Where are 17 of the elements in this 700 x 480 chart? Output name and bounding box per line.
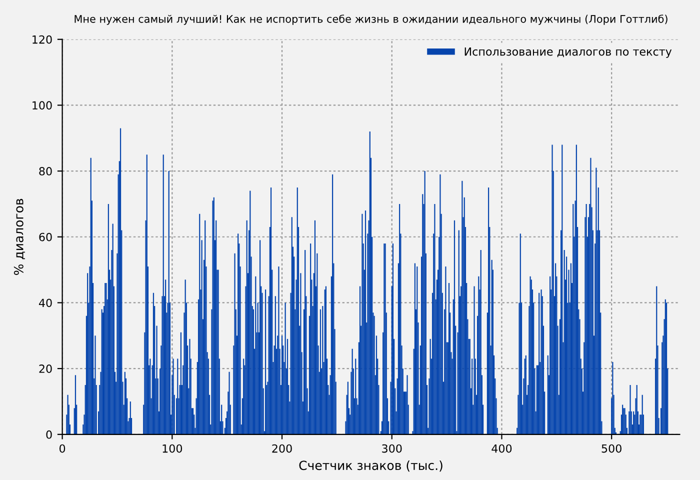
y-tick-label: 100: [32, 101, 52, 110]
legend-label: Использование диалогов по тексту: [464, 47, 672, 58]
y-tick-label: 0: [46, 430, 52, 439]
y-tick-label: 120: [32, 35, 52, 44]
y-tick-label: 40: [38, 298, 52, 308]
x-tick-label: 100: [162, 444, 182, 453]
y-tick-label: 80: [39, 167, 52, 176]
x-axis-title: Счетчик знаков (тыс.): [299, 460, 442, 472]
y-axis-title: % диалогов: [14, 198, 25, 275]
x-tick-label: 200: [272, 444, 292, 453]
x-tick-label: 400: [492, 444, 512, 453]
y-tick-label: 20: [39, 364, 52, 373]
x-tick-label: 300: [382, 444, 402, 453]
x-tick-label: 0: [60, 444, 66, 453]
chart-title: Мне нужен самый лучший! Как не испортить себе жизнь в ожидании идеального мужчины (Лори Готтлиб): [74, 14, 668, 25]
y-tick-label: 60: [39, 232, 52, 242]
x-tick-label: 500: [602, 444, 622, 453]
